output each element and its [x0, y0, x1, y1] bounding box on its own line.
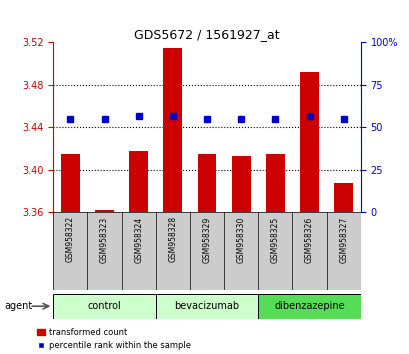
- Text: GSM958330: GSM958330: [236, 216, 245, 263]
- Bar: [299, 72, 318, 212]
- Bar: [265, 154, 284, 212]
- Legend: transformed count, percentile rank within the sample: transformed count, percentile rank withi…: [37, 328, 191, 350]
- Bar: [197, 154, 216, 212]
- Text: GSM958326: GSM958326: [304, 216, 313, 263]
- Bar: [258, 294, 360, 319]
- Text: GSM958324: GSM958324: [134, 216, 143, 263]
- Text: GSM958325: GSM958325: [270, 216, 279, 263]
- Title: GDS5672 / 1561927_at: GDS5672 / 1561927_at: [134, 28, 279, 41]
- Bar: [61, 154, 80, 212]
- Bar: [53, 294, 155, 319]
- Bar: [163, 48, 182, 212]
- Text: dibenzazepine: dibenzazepine: [274, 301, 344, 311]
- Text: GSM958327: GSM958327: [338, 216, 347, 263]
- Bar: [95, 210, 114, 212]
- Bar: [129, 151, 148, 212]
- Text: bevacizumab: bevacizumab: [174, 301, 239, 311]
- Text: GSM958323: GSM958323: [100, 216, 109, 263]
- Bar: [155, 294, 258, 319]
- Text: GSM958328: GSM958328: [168, 216, 177, 262]
- Bar: [231, 156, 250, 212]
- Text: GSM958322: GSM958322: [66, 216, 75, 262]
- Text: control: control: [88, 301, 121, 311]
- Text: agent: agent: [4, 301, 32, 311]
- Bar: [333, 183, 352, 212]
- Text: GSM958329: GSM958329: [202, 216, 211, 263]
